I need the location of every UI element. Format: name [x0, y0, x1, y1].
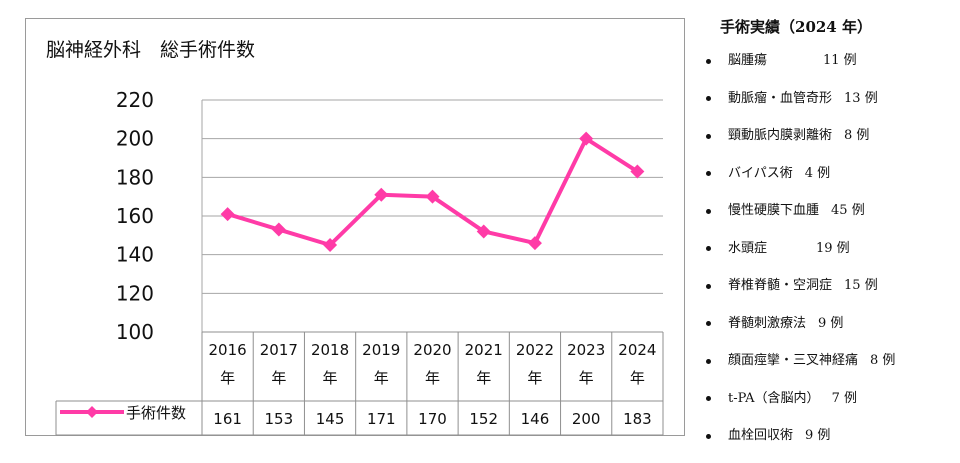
bullet-icon	[706, 433, 711, 439]
chart-panel: 脳神経外科 総手術件数 100 120 140 160 180 200 220 2016 年 16…	[25, 18, 685, 436]
x-tick-label: 年	[374, 369, 389, 387]
y-tick-label: 220	[116, 88, 154, 112]
procedure-name: 慢性硬膜下血腫	[728, 203, 820, 218]
x-tick-label: 2016	[209, 341, 247, 359]
data-label: 170	[418, 410, 447, 428]
surgery-results-list: 脳腫瘍 11 例 動脈瘤・血管奇形 13 例 頸動脈内膜剥離術 8 例 バイパス術 4 …	[706, 42, 956, 455]
procedure-count: 8 例	[844, 128, 870, 143]
data-point	[323, 238, 338, 252]
procedure-name: 脊髄刺激療法	[728, 315, 807, 331]
list-item: 頸動脈内膜剥離術 8 例	[706, 117, 956, 155]
procedure-name: バイパス術	[728, 165, 793, 181]
procedure-count: 11 例	[823, 53, 857, 68]
bullet-icon	[706, 321, 711, 327]
list-item: 血栓回収術 9 例	[706, 417, 956, 455]
y-tick-label: 100	[116, 320, 154, 344]
procedure-name: 水頭症	[728, 240, 768, 256]
y-tick-label: 120	[116, 281, 154, 305]
procedure-name: 脳腫瘍	[728, 53, 768, 68]
list-item: 脊椎脊髄・空洞症 15 例	[706, 267, 956, 305]
bullet-icon	[706, 58, 711, 64]
data-point	[579, 131, 594, 146]
data-point	[271, 222, 286, 237]
data-label: 200	[572, 410, 601, 428]
procedure-name: 動脈瘤・血管奇形	[728, 90, 833, 106]
chart-title: 脳神経外科 総手術件数	[46, 39, 255, 61]
data-point	[220, 207, 235, 222]
data-point	[527, 236, 542, 251]
x-tick-label: 年	[220, 369, 235, 387]
x-tick-label: 2017	[260, 341, 298, 359]
x-tick-label: 年	[527, 369, 542, 387]
x-tick-label: 年	[476, 369, 491, 387]
list-item: t-PA（含脳内） 7 例	[706, 380, 956, 418]
data-label: 171	[367, 410, 396, 428]
procedure-count: 13 例	[844, 90, 878, 106]
x-tick-label: 年	[425, 369, 440, 387]
list-item: 顔面痙攣・三叉神経痛 8 例	[706, 342, 956, 380]
y-tick-label: 200	[116, 127, 154, 151]
list-item: 水頭症 19 例	[706, 230, 956, 268]
data-label: 152	[469, 410, 498, 428]
x-tick-label: 年	[630, 369, 645, 387]
surgery-count-chart: 脳神経外科 総手術件数 100 120 140 160 180 200 220 2016 年 16…	[46, 39, 664, 436]
bullet-icon	[706, 283, 711, 289]
bullet-icon	[706, 208, 711, 214]
y-tick-label: 160	[116, 204, 154, 228]
bullet-icon	[706, 396, 711, 402]
procedure-name: t-PA（含脳内）	[728, 390, 820, 406]
procedure-count: 15 例	[844, 278, 878, 293]
x-tick-label: 2021	[465, 341, 503, 359]
bullet-icon	[706, 358, 711, 364]
procedure-count: 9 例	[805, 428, 831, 443]
bullet-icon	[706, 96, 711, 102]
x-tick-label: 年	[323, 369, 338, 387]
procedure-name: 脊椎脊髄・空洞症	[728, 278, 833, 293]
x-tick-label: 2019	[362, 341, 400, 359]
data-label: 183	[623, 410, 652, 428]
data-label: 153	[265, 410, 294, 428]
list-item: 動脈瘤・血管奇形 13 例	[706, 80, 956, 118]
list-item: バイパス術 4 例	[706, 155, 956, 193]
procedure-count: 9 例	[818, 315, 844, 331]
y-tick-label: 180	[116, 165, 154, 189]
y-tick-label: 140	[116, 243, 154, 267]
list-item: 脊髄刺激療法 9 例	[706, 305, 956, 343]
data-point	[630, 164, 645, 179]
bullet-icon	[706, 171, 711, 177]
legend-marker	[86, 406, 98, 418]
procedure-count: 4 例	[804, 165, 831, 181]
x-tick-label: 年	[271, 369, 286, 387]
procedure-count: 45 例	[831, 203, 865, 218]
procedure-count: 7 例	[831, 390, 857, 406]
legend-label: 手術件数	[126, 404, 186, 422]
x-tick-label: 2024	[618, 341, 656, 359]
procedure-count: 8 例	[870, 353, 896, 368]
x-tick-label: 2018	[311, 341, 349, 359]
data-point	[425, 189, 440, 204]
procedure-count: 19 例	[816, 240, 850, 256]
surgery-results-panel: 手術実績（2024 年） 脳腫瘍 11 例 動脈瘤・血管奇形 13 例 頸動脈内膜剥…	[706, 12, 956, 455]
procedure-name: 血栓回収術	[728, 428, 794, 443]
procedure-name: 顔面痙攣・三叉神経痛	[728, 353, 859, 368]
list-item: 脳腫瘍 11 例	[706, 42, 956, 80]
data-label: 145	[316, 410, 345, 428]
surgery-results-title: 手術実績（2024 年）	[720, 18, 872, 36]
procedure-name: 頸動脈内膜剥離術	[728, 128, 833, 143]
data-point	[374, 187, 389, 202]
x-tick-label: 2022	[516, 341, 554, 359]
bullet-icon	[706, 133, 711, 139]
data-label: 146	[521, 410, 550, 428]
bullet-icon	[706, 246, 711, 252]
x-tick-label: 2020	[413, 341, 451, 359]
data-label: 161	[213, 410, 242, 428]
x-tick-label: 年	[579, 369, 594, 387]
x-tick-label: 2023	[567, 341, 605, 359]
list-item: 慢性硬膜下血腫 45 例	[706, 192, 956, 230]
data-point	[476, 224, 491, 239]
